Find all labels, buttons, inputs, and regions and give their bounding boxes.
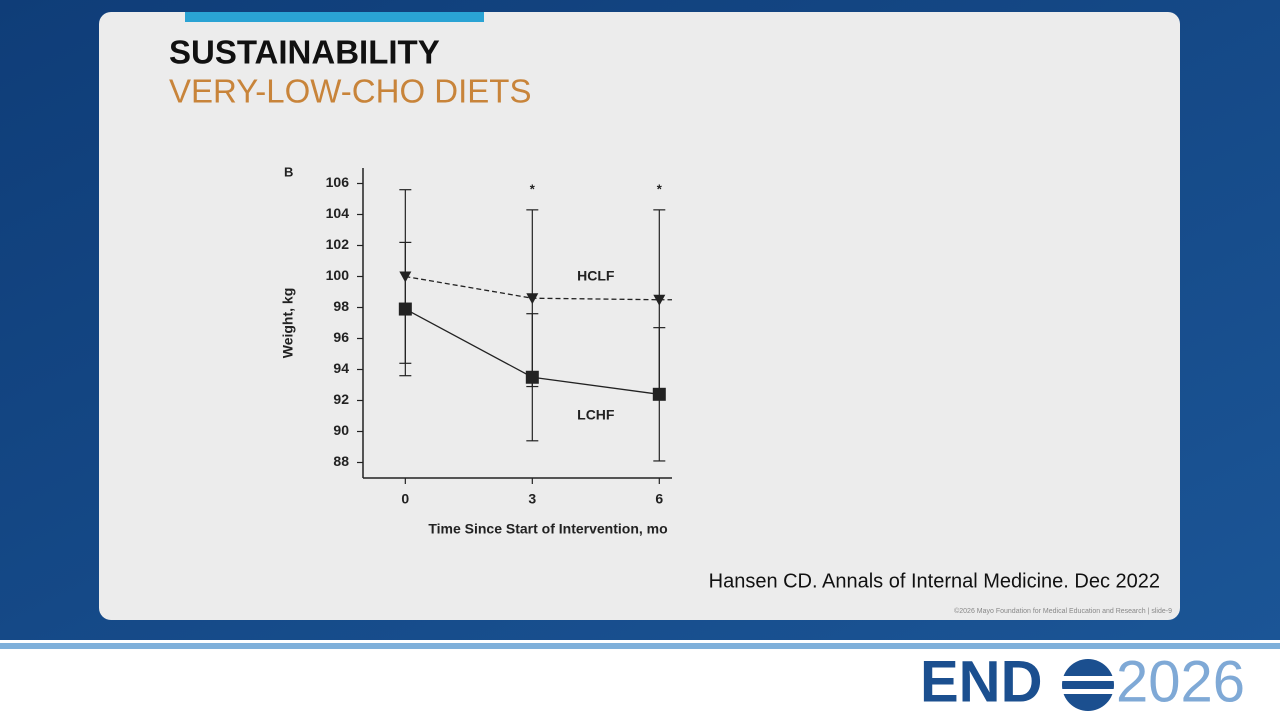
marker — [398, 302, 412, 316]
y-tick-label: 98 — [333, 298, 349, 314]
slide-card — [99, 12, 1180, 620]
footer-stripe — [0, 643, 1280, 649]
y-tick-label: 88 — [333, 453, 349, 469]
y-tick-label: 94 — [333, 360, 349, 376]
series-label: LCHF — [577, 406, 615, 422]
x-tick-label: 0 — [401, 491, 409, 507]
y-tick-label: 106 — [326, 174, 350, 190]
y-tick-label: 100 — [326, 267, 350, 283]
citation: Hansen CD. Annals of Internal Medicine. … — [709, 570, 1160, 592]
logo-right: 2026 — [1116, 649, 1245, 714]
y-tick-label: 96 — [333, 329, 349, 345]
x-tick-label: 6 — [655, 491, 663, 507]
slide-title: SUSTAINABILITY — [169, 34, 440, 71]
marker — [652, 387, 666, 401]
significance-marker: * — [530, 181, 536, 196]
slide-subtitle: VERY-LOW-CHO DIETS — [169, 73, 531, 110]
x-tick-label: 3 — [528, 491, 536, 507]
marker — [526, 293, 539, 305]
chart: B Time Since Start of Intervention, mo W… — [280, 164, 672, 537]
logo-globe — [1062, 659, 1114, 711]
series-line — [405, 275, 672, 301]
series-label: HCLF — [577, 268, 615, 284]
logo-left: END — [920, 649, 1042, 714]
y-tick-label: 102 — [326, 236, 350, 252]
footer-text: ©2026 Mayo Foundation for Medical Educat… — [954, 607, 1172, 615]
y-axis-label: Weight, kg — [280, 288, 296, 359]
y-tick-label: 104 — [326, 205, 350, 221]
x-axis-label: Time Since Start of Intervention, mo — [428, 521, 667, 537]
panel-label: B — [284, 164, 293, 179]
significance-marker: * — [657, 181, 663, 196]
y-tick-label: 90 — [333, 422, 349, 438]
y-tick-label: 92 — [333, 391, 349, 407]
marker — [525, 370, 539, 384]
accent-bar — [185, 12, 484, 22]
marker — [653, 294, 666, 306]
